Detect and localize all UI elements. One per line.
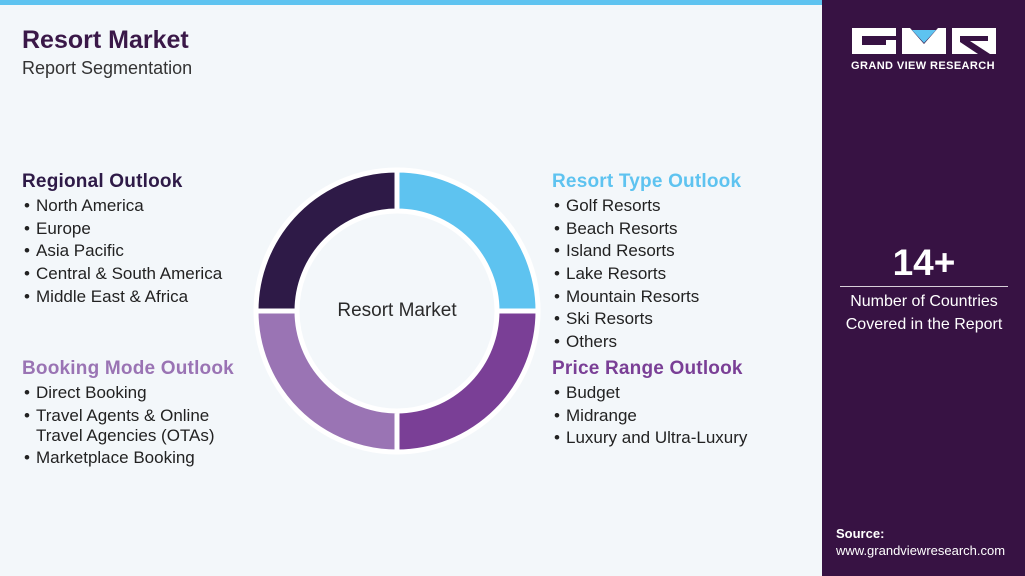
top-accent-bar [0, 0, 822, 5]
section-item: Ski Resorts [552, 309, 792, 329]
section-item: Island Resorts [552, 241, 792, 261]
section-item: Beach Resorts [552, 219, 792, 239]
logo [852, 28, 996, 54]
section-item: Central & South America [22, 264, 262, 284]
section-item: Lake Resorts [552, 264, 792, 284]
stat-label: Number of Countries Covered in the Repor… [845, 293, 1003, 333]
segment-price-range [394, 308, 541, 455]
sidebar [822, 0, 1025, 576]
source-url: www.grandviewresearch.com [836, 543, 1006, 558]
section-item: North America [22, 196, 262, 216]
stat-value: 14+ [892, 242, 956, 283]
donut [253, 167, 541, 455]
source-label: Source: [836, 526, 885, 541]
section-items: Budget MidrangeLuxury and Ultra-Luxury [552, 383, 792, 451]
section-item: Middle East & Africa [22, 287, 262, 307]
section-item: Golf Resorts [552, 196, 792, 216]
section-item: Budget [552, 383, 792, 403]
center-label: Resort Market [337, 300, 457, 321]
section-title: Booking Mode Outlook [22, 358, 234, 379]
logo-block [912, 30, 936, 43]
separator [840, 286, 1008, 287]
section-item: Direct Booking [22, 383, 227, 403]
section-title: Resort Type Outlook [552, 171, 742, 192]
segment-resort-type [394, 167, 541, 314]
subtitle: Report Segmentation [22, 58, 193, 78]
section-item: Europe [22, 219, 262, 239]
section-item: Mountain Resorts [552, 287, 792, 307]
section-item: Others [552, 332, 792, 352]
section-items: Golf Resorts Beach ResortsIsland Resorts L… [552, 196, 792, 355]
segment-regional [253, 167, 400, 314]
section-items: North America EuropeAsia Pacific Central &… [22, 196, 262, 309]
section-title: Regional Outlook [22, 171, 183, 192]
section-item: Asia Pacific [22, 241, 262, 261]
logo-block [960, 36, 990, 54]
section-item: Midrange [552, 406, 792, 426]
section-title: Price Range Outlook [552, 358, 743, 379]
section-item: Marketplace Booking [22, 448, 227, 468]
title: Resort Market [22, 26, 189, 54]
section-items: Direct Booking Travel Agents & Online Tra… [22, 383, 227, 471]
segment-booking-mode [253, 308, 400, 455]
section-item: Travel Agents & Online Travel Agencies (… [22, 406, 227, 446]
section-item: Luxury and Ultra-Luxury [552, 428, 792, 448]
logo-block [852, 28, 896, 54]
brand: GRAND VIEW RESEARCH [851, 60, 995, 72]
